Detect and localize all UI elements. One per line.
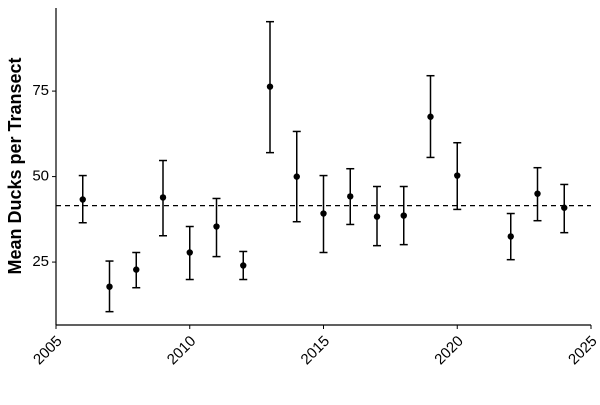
y-tick-label: 25	[32, 253, 49, 270]
y-tick-label: 50	[32, 168, 49, 185]
point	[507, 233, 514, 240]
point	[186, 249, 193, 256]
point	[561, 204, 568, 211]
y-tick-label: 75	[32, 82, 49, 99]
point	[133, 266, 140, 273]
x-tick-label: 2020	[431, 333, 467, 369]
y-axis-title: Mean Ducks per Transect	[5, 57, 25, 274]
point	[213, 223, 220, 230]
x-tick-label: 2010	[164, 333, 200, 369]
x-tick-label: 2015	[298, 333, 334, 369]
point	[400, 212, 407, 219]
x-tick-label: 2005	[30, 333, 66, 369]
point	[266, 83, 274, 90]
point	[454, 172, 461, 179]
point	[347, 193, 354, 200]
point	[159, 194, 167, 201]
x-tick-label: 2025	[565, 333, 600, 369]
point	[534, 190, 541, 197]
point	[79, 196, 86, 203]
point	[373, 213, 381, 220]
point	[240, 262, 247, 269]
point	[320, 210, 327, 217]
point	[427, 113, 434, 120]
point	[293, 173, 300, 180]
point	[106, 283, 113, 290]
